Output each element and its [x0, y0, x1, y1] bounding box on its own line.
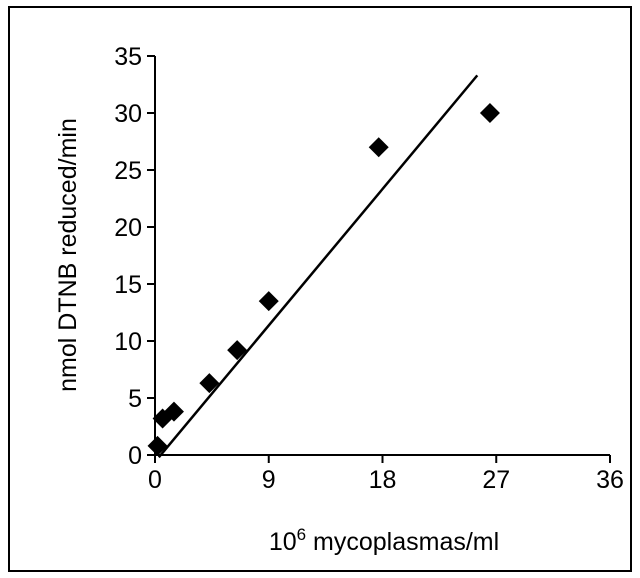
- data-points: [147, 103, 500, 456]
- x-axis-label-superscript: 6: [297, 525, 306, 544]
- chart-frame: [8, 6, 632, 572]
- y-tick-label: 35: [114, 43, 142, 71]
- trendline: [157, 74, 479, 459]
- x-tick-label: 36: [596, 466, 624, 494]
- data-point: [479, 103, 500, 123]
- y-tick-label: 10: [114, 328, 142, 356]
- data-point: [147, 435, 168, 456]
- y-axis-label: nmol DTNB reduced/min: [54, 118, 82, 392]
- x-tick-label: 27: [482, 466, 510, 494]
- x-tick-label: 9: [262, 466, 276, 494]
- x-tick-label: 0: [148, 466, 162, 494]
- y-tick-label: 0: [128, 442, 142, 470]
- data-point: [227, 340, 248, 361]
- data-point: [258, 291, 279, 312]
- y-tick-label: 20: [114, 214, 142, 242]
- data-point: [368, 137, 389, 158]
- x-axis-label: 106 mycoplasmas/ml: [269, 525, 499, 556]
- data-point: [163, 401, 184, 422]
- y-tick-label: 15: [114, 271, 142, 299]
- axes: [147, 55, 611, 463]
- x-axis-label-rest: mycoplasmas/ml: [306, 528, 499, 556]
- y-tick-label: 30: [114, 100, 142, 128]
- trendline-group: [157, 74, 479, 459]
- y-tick-label: 5: [128, 385, 142, 413]
- tick-labels: 0 5 10 15 20 25 30 35 0 9 18 27 36: [114, 43, 624, 494]
- x-axis-label-base: 10: [269, 528, 297, 556]
- y-tick-label: 25: [114, 157, 142, 185]
- data-point: [199, 373, 220, 394]
- x-tick-label: 18: [369, 466, 397, 494]
